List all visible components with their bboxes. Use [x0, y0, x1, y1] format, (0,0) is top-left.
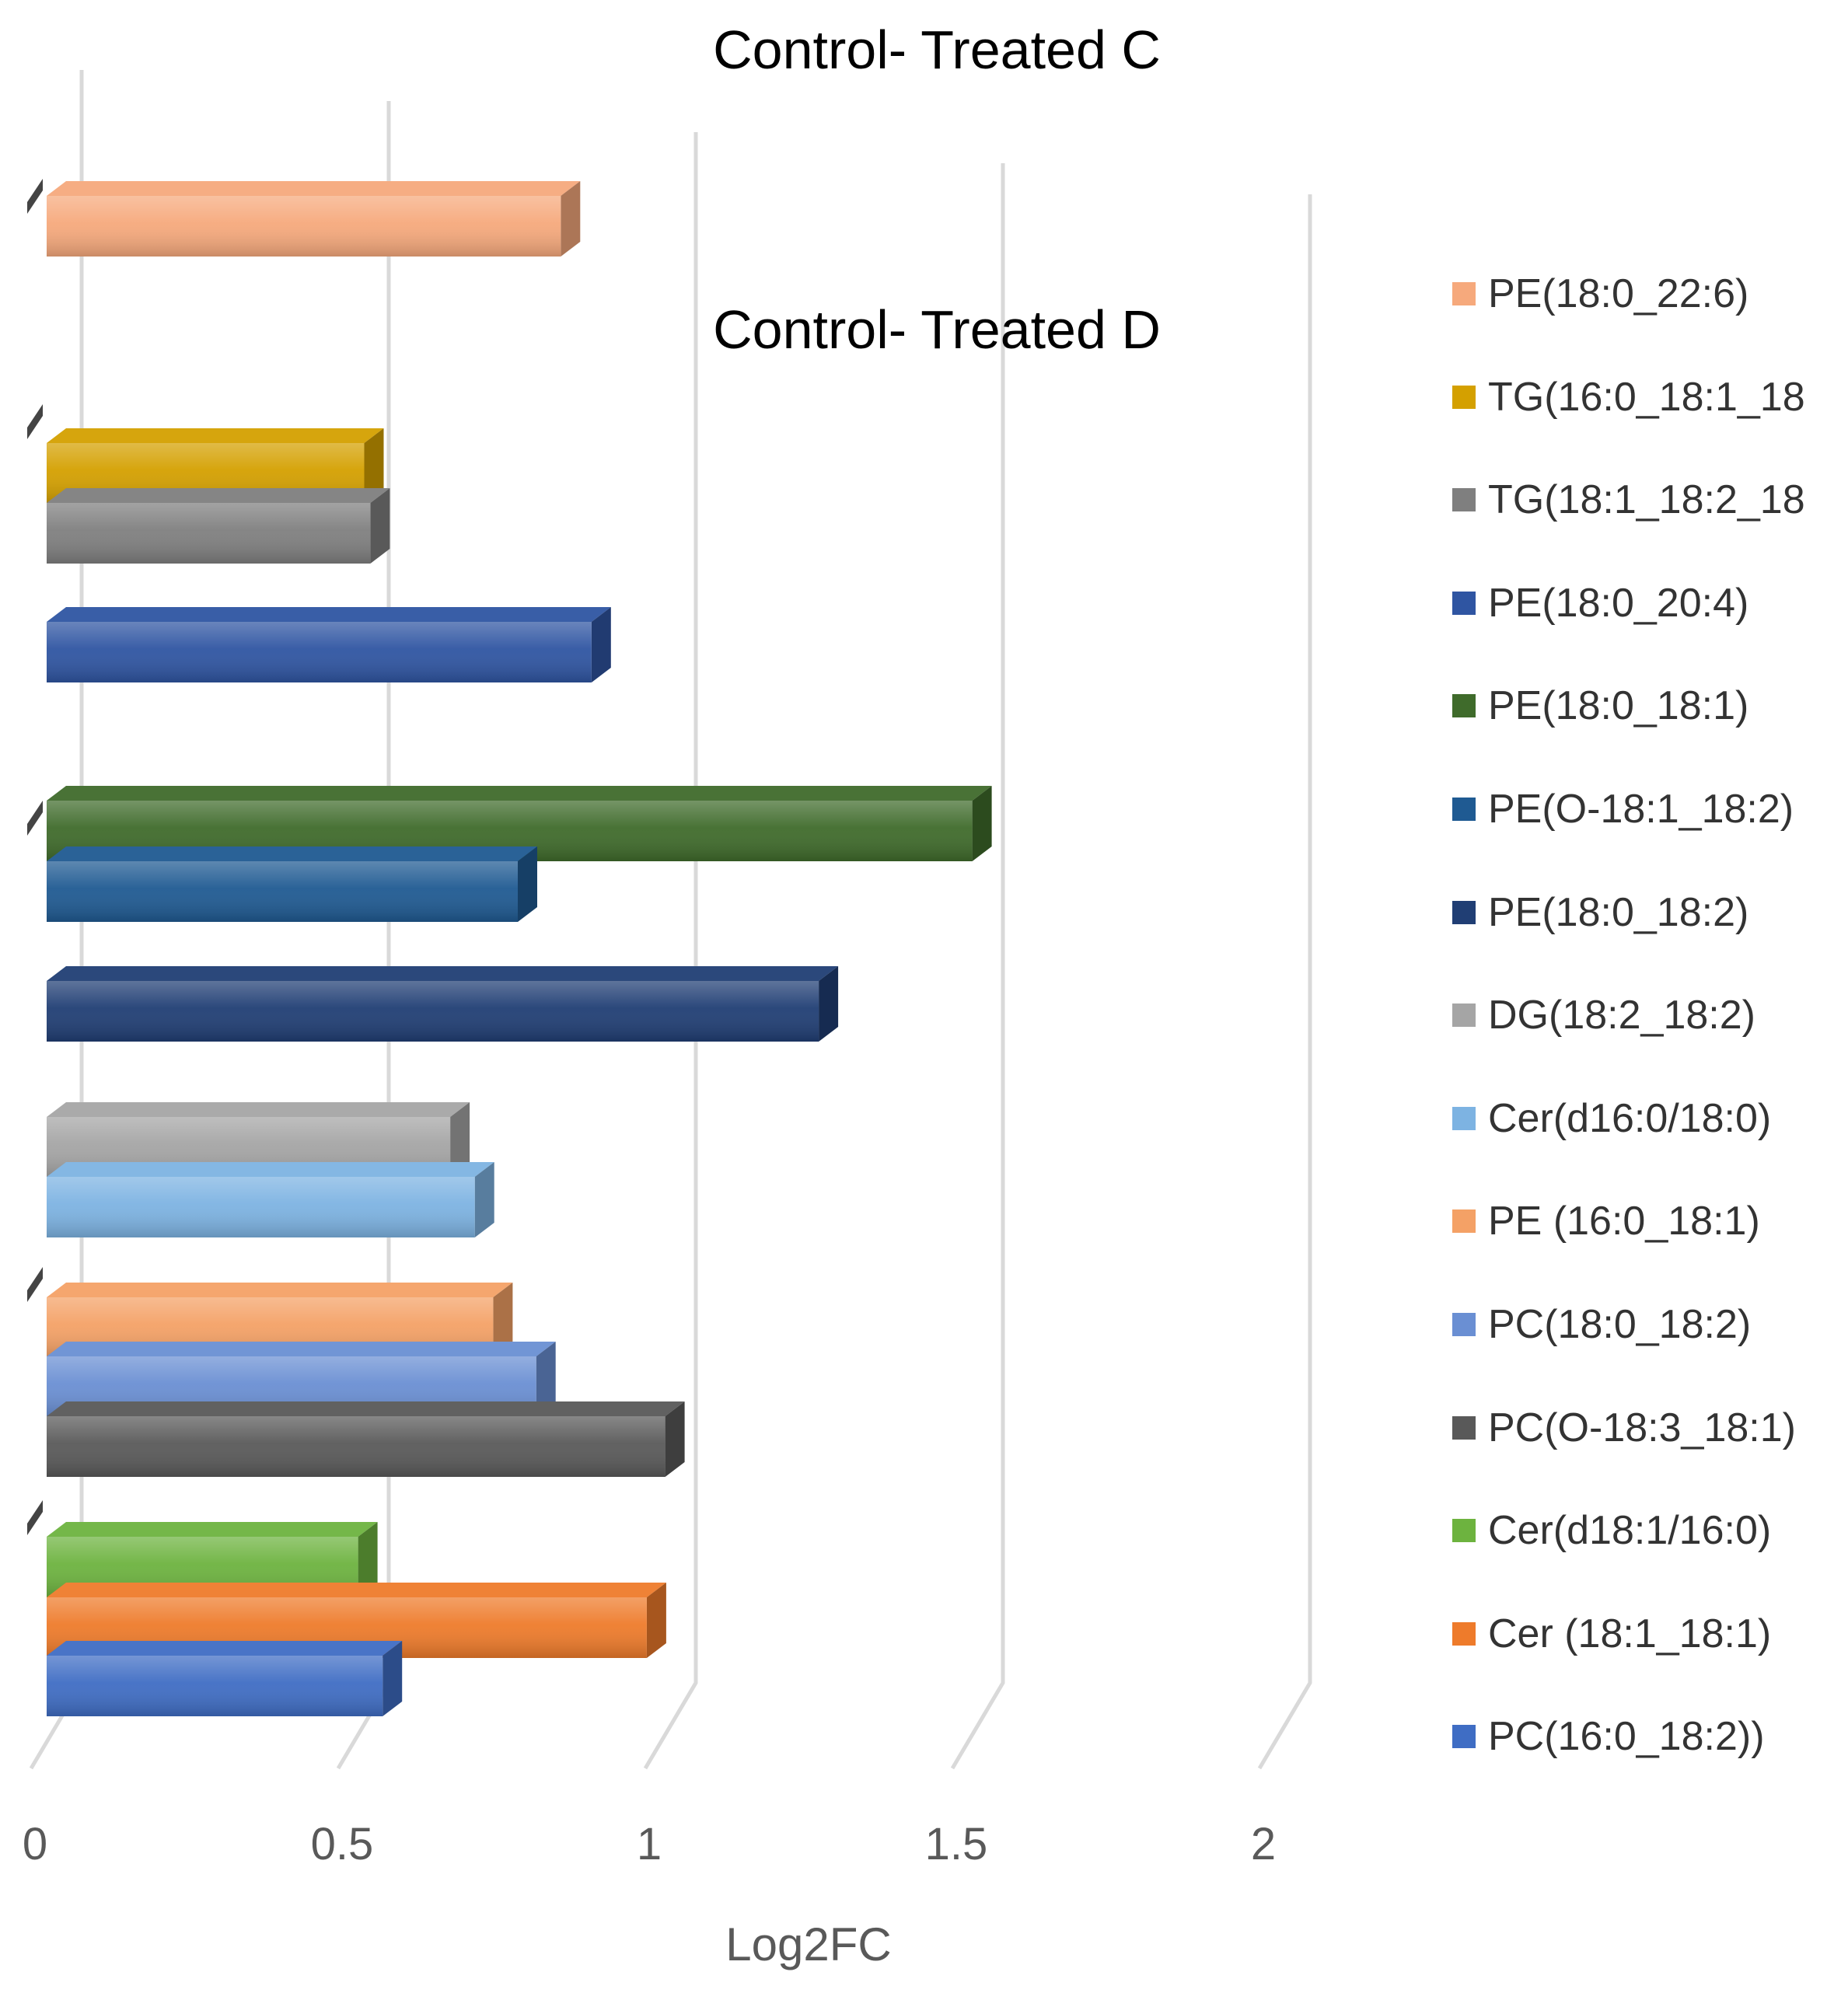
bar-tg-18-1-18-2-18: [47, 488, 390, 564]
gridline: [643, 132, 698, 1770]
x-tick-label: 2: [1251, 1819, 1276, 1869]
legend-label: PE (16:0_18:1): [1488, 1199, 1760, 1244]
legend-item: PE(18:0_18:2): [1452, 889, 1748, 936]
legend-label: PE(18:0_18:2): [1488, 889, 1749, 935]
panel-title-d: Control- Treated D: [713, 299, 1161, 360]
legend-label: PE(18:0_20:4): [1488, 580, 1749, 626]
bar-pe-18-0-22-6-: [47, 181, 581, 257]
legend-swatch: [1452, 488, 1476, 512]
legend-label: PE(O-18:1_18:2): [1488, 787, 1794, 832]
legend-item: PE (16:0_18:1): [1452, 1198, 1760, 1244]
bar-pc-16-0-18-2-: [47, 1641, 403, 1716]
legend-swatch: [1452, 591, 1476, 615]
legend-item: PC(16:0_18:2)): [1452, 1713, 1765, 1760]
legend-item: PE(18:0_18:1): [1452, 682, 1748, 729]
legend-item: Cer(d16:0/18:0): [1452, 1095, 1771, 1142]
legend-swatch: [1452, 1725, 1476, 1749]
legend-item: PE(18:0_22:6): [1452, 271, 1748, 317]
legend-item: PE(18:0_20:4): [1452, 580, 1748, 627]
legend-item: PE(O-18:1_18:2): [1452, 786, 1794, 832]
axis-wall-mark: [27, 179, 43, 214]
x-axis-label: Log2FC: [725, 1918, 891, 1970]
legend-swatch: [1452, 1415, 1476, 1440]
legend-item: Cer(d18:1/16:0): [1452, 1507, 1771, 1554]
bar-cer-d16-0-18-0-: [47, 1162, 494, 1237]
legend-item: TG(18:1_18:2_18: [1452, 476, 1805, 523]
x-tick-label: 1.5: [925, 1819, 988, 1869]
legend-swatch: [1452, 1519, 1476, 1543]
legend-swatch: [1452, 1621, 1476, 1646]
legend-swatch: [1452, 798, 1476, 821]
legend-item: PC(O-18:3_18:1): [1452, 1405, 1796, 1451]
legend-swatch: [1452, 900, 1476, 924]
legend-label: PC(18:0_18:2): [1488, 1302, 1752, 1347]
legend-label: DG(18:2_18:2): [1488, 993, 1755, 1038]
legend-label: TG(18:1_18:2_18: [1488, 477, 1805, 523]
gridline: [336, 101, 391, 1770]
legend-swatch: [1452, 1004, 1476, 1028]
legend-label: PC(16:0_18:2)): [1488, 1714, 1765, 1760]
legend-item: DG(18:2_18:2): [1452, 992, 1755, 1038]
x-tick-label: 1: [637, 1819, 662, 1869]
legend-label: PE(18:0_22:6): [1488, 271, 1749, 316]
legend-label: PE(18:0_18:1): [1488, 683, 1749, 729]
x-tick-label: 0: [23, 1819, 47, 1869]
legend-label: Cer(d16:0/18:0): [1488, 1095, 1772, 1141]
gridline: [950, 163, 1005, 1770]
bar-pe-18-0-18-2-: [47, 966, 839, 1042]
axis-wall-mark: [27, 404, 43, 439]
axis-wall-mark: [27, 801, 43, 836]
legend-swatch: [1452, 694, 1476, 718]
legend-label: Cer (18:1_18:1): [1488, 1611, 1772, 1656]
legend-item: PC(18:0_18:2): [1452, 1301, 1751, 1348]
gridline: [1257, 194, 1312, 1770]
legend-item: TG(16:0_18:1_18: [1452, 374, 1805, 421]
legend-swatch: [1452, 1209, 1476, 1234]
panel-title-c: Control- Treated C: [713, 19, 1161, 80]
legend-label: PC(O-18:3_18:1): [1488, 1405, 1796, 1450]
bar-pe-o-18-1-18-2-: [47, 846, 537, 922]
axis-wall-mark: [27, 1267, 43, 1302]
legend-swatch: [1452, 1106, 1476, 1130]
legend-label: Cer(d18:1/16:0): [1488, 1508, 1772, 1554]
legend-item: Cer (18:1_18:1): [1452, 1611, 1771, 1657]
axis-wall-mark: [27, 1500, 43, 1535]
bar-pc-o-18-3-18-1-: [47, 1401, 685, 1477]
x-tick-label: 0.5: [311, 1819, 374, 1869]
legend-swatch: [1452, 385, 1476, 409]
legend-label: TG(16:0_18:1_18: [1488, 374, 1805, 420]
legend-swatch: [1452, 282, 1476, 305]
legend-swatch: [1452, 1313, 1476, 1336]
bar-pe-18-0-20-4-: [47, 607, 611, 682]
